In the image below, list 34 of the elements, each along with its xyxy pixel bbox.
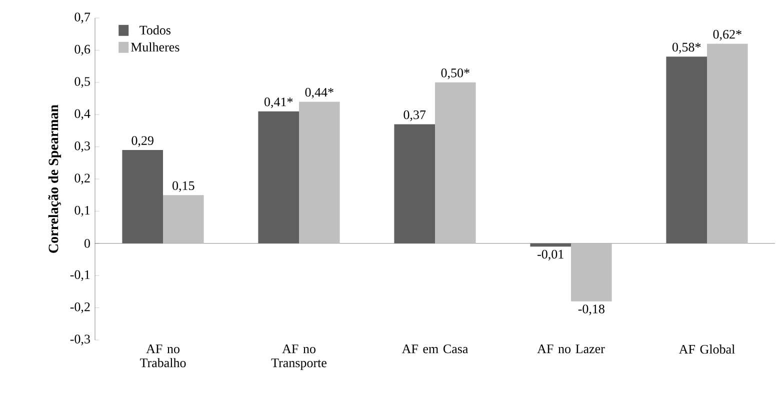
y-tick-label: 0,6 [74, 44, 90, 56]
bar [707, 44, 748, 244]
legend-label: Todos [140, 25, 170, 35]
data-label: -0,18 [578, 304, 604, 316]
y-tick-label: -0,3 [70, 334, 90, 346]
x-tick-label: AF no Trabalho [140, 344, 186, 368]
bar [163, 195, 204, 244]
data-label: 0,15 [172, 181, 194, 192]
bar [435, 82, 476, 244]
data-label: 0,44* [305, 88, 334, 99]
y-tick-label: 0,7 [74, 12, 90, 24]
data-label: 0,37 [404, 110, 426, 122]
y-tick-label: 0,5 [74, 77, 90, 88]
x-tick-label: AF Global [678, 344, 735, 354]
x-tick-label: AF no Transporte [271, 344, 326, 370]
y-tick-label: 0,1 [74, 206, 90, 217]
y-tick-label: 0 [84, 239, 90, 248]
y-tick-label: -0,2 [70, 302, 90, 314]
y-axis-title: Correlação de Spearman [48, 104, 62, 253]
data-label: 0,41* [264, 98, 293, 108]
data-label: 0,50* [441, 68, 470, 80]
bar [571, 243, 612, 302]
y-tick-label: 0,3 [74, 141, 90, 152]
data-label: 0,58* [672, 42, 701, 54]
y-tick-label: -0,1 [70, 270, 90, 281]
x-tick-label: AF no Lazer [537, 344, 605, 354]
y-tick-label: 0,4 [74, 109, 90, 120]
x-tick-label: AF em Casa [402, 344, 468, 354]
data-label: -0,01 [538, 250, 564, 260]
bar [299, 102, 340, 244]
data-label: 0,29 [132, 136, 154, 147]
data-label: 0,62* [713, 30, 742, 41]
y-tick-label: 0,2 [74, 174, 90, 184]
legend-label: Mulheres [130, 42, 180, 52]
